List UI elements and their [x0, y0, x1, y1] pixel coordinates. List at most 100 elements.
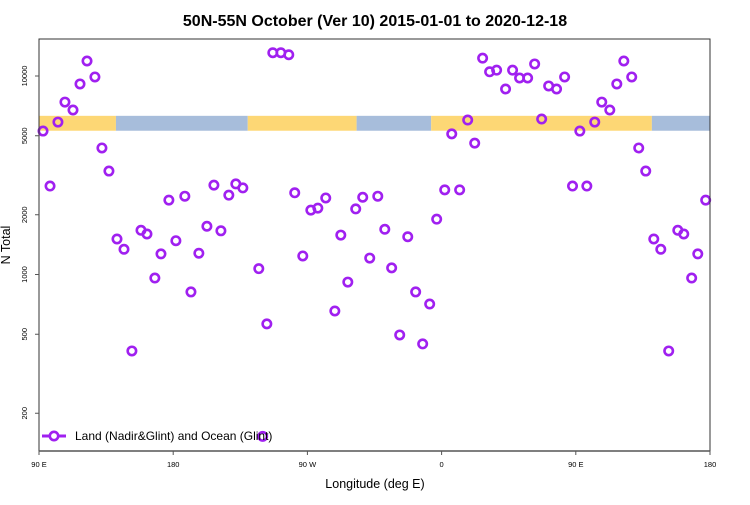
data-point — [215, 225, 227, 237]
data-point — [574, 125, 586, 137]
data-point — [320, 192, 332, 204]
x-tick-label: 180 — [704, 460, 717, 469]
y-ticks: 200 500 1000 2000 5000 10000 — [20, 66, 39, 420]
data-point — [536, 113, 548, 125]
data-point — [74, 78, 86, 90]
plot-frame — [38, 38, 711, 452]
data-point — [424, 298, 436, 310]
data-point — [618, 55, 630, 67]
data-point — [289, 187, 301, 199]
data-point — [700, 194, 712, 206]
data-point — [379, 223, 391, 235]
data-point — [364, 252, 376, 264]
x-tick-label: 90 E — [568, 460, 583, 469]
y-tick-label: 10000 — [20, 66, 29, 87]
y-axis-label: N Total — [0, 226, 13, 265]
data-point — [253, 263, 265, 275]
data-point — [208, 179, 220, 191]
band-segment-ocean — [115, 115, 248, 131]
data-point — [201, 220, 213, 232]
data-point — [335, 229, 347, 241]
data-point — [394, 329, 406, 341]
x-tick-label: 180 — [167, 460, 180, 469]
surface-band — [39, 115, 710, 131]
data-point — [386, 262, 398, 274]
data-point — [417, 338, 429, 350]
data-point — [626, 71, 638, 83]
data-point — [59, 96, 71, 108]
data-point — [446, 128, 458, 140]
data-point — [342, 276, 354, 288]
data-point — [402, 231, 414, 243]
data-point — [297, 250, 309, 262]
data-point — [170, 235, 182, 247]
data-point — [439, 184, 451, 196]
data-point — [611, 78, 623, 90]
x-ticks: 90 E 180 90 W 0 90 E 180 — [31, 451, 716, 469]
data-point — [567, 180, 579, 192]
data-point — [633, 142, 645, 154]
data-point — [604, 104, 616, 116]
band-segment-ocean — [356, 115, 432, 131]
data-point — [372, 190, 384, 202]
data-point — [350, 203, 362, 215]
data-point — [237, 182, 249, 194]
data-point — [507, 64, 519, 76]
data-point — [692, 248, 704, 260]
data-point — [410, 286, 422, 298]
data-point — [529, 58, 541, 70]
y-tick-label: 1000 — [20, 266, 29, 283]
data-point — [329, 305, 341, 317]
data-point — [663, 345, 675, 357]
data-point — [103, 165, 115, 177]
data-point — [491, 64, 503, 76]
data-point — [551, 83, 563, 95]
data-point — [589, 116, 601, 128]
data-point — [648, 233, 660, 245]
y-tick-label: 5000 — [20, 127, 29, 144]
data-point — [559, 71, 571, 83]
data-point — [223, 189, 235, 201]
legend-label: Land (Nadir&Glint) and Ocean (Glint) — [75, 429, 272, 443]
data-point — [469, 137, 481, 149]
x-tick-label: 90 E — [31, 460, 46, 469]
data-point — [596, 96, 608, 108]
data-point — [686, 272, 698, 284]
data-point — [149, 272, 161, 284]
data-point — [141, 228, 153, 240]
data-point — [81, 55, 93, 67]
band-segment-land — [39, 115, 116, 131]
data-point — [678, 228, 690, 240]
legend: Land (Nadir&Glint) and Ocean (Glint) — [42, 429, 272, 443]
data-point — [477, 52, 489, 64]
data-point — [67, 104, 79, 116]
data-point — [111, 233, 123, 245]
legend-marker — [48, 430, 60, 442]
data-point — [454, 184, 466, 196]
y-tick-label: 500 — [20, 328, 29, 341]
band-segment-land — [247, 115, 357, 131]
data-point — [185, 286, 197, 298]
data-point — [640, 165, 652, 177]
data-point — [522, 72, 534, 84]
chart-title: 50N-55N October (Ver 10) 2015-01-01 to 2… — [183, 13, 567, 30]
data-point — [500, 83, 512, 95]
y-tick-label: 2000 — [20, 206, 29, 223]
data-point — [155, 248, 167, 260]
data-point — [163, 194, 175, 206]
data-point — [257, 430, 269, 442]
data-point — [283, 49, 295, 61]
data-point — [89, 71, 101, 83]
data-point — [655, 243, 667, 255]
data-point — [37, 125, 49, 137]
data-point — [462, 114, 474, 126]
data-point — [179, 190, 191, 202]
data-point — [52, 116, 64, 128]
data-point — [312, 202, 324, 214]
x-axis-label: Longitude (deg E) — [325, 477, 424, 491]
x-tick-label: 0 — [440, 460, 444, 469]
data-point — [96, 142, 108, 154]
y-tick-label: 200 — [20, 407, 29, 420]
data-points — [37, 47, 712, 442]
